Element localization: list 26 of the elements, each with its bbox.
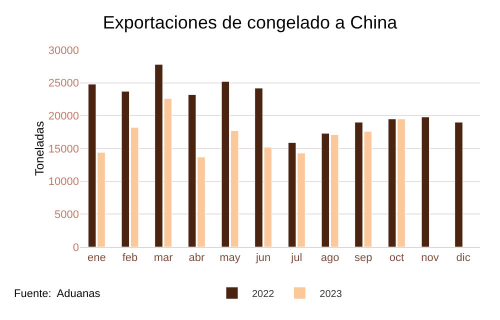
- y-tick-label: 10000: [48, 176, 79, 188]
- legend-label: 2022: [252, 288, 275, 300]
- source-note: Fuente: Aduanas: [14, 288, 101, 300]
- x-tick-label: jul: [290, 252, 302, 264]
- y-tick-label: 25000: [48, 78, 79, 90]
- y-tick-label: 5000: [54, 209, 79, 222]
- x-tick-label: dic: [456, 252, 471, 264]
- x-tick-label: feb: [122, 252, 138, 264]
- x-tick-label: ago: [320, 252, 340, 264]
- y-tick-label: 0: [72, 242, 79, 254]
- x-tick-label: nov: [421, 252, 440, 264]
- y-tick-label: 15000: [48, 143, 79, 156]
- x-tick-label: may: [220, 252, 241, 264]
- bar: [421, 116, 430, 247]
- x-tick-label: ene: [87, 252, 106, 264]
- x-tick-label: jun: [254, 252, 271, 264]
- x-tick-label: mar: [154, 252, 174, 264]
- bar: [454, 122, 463, 247]
- y-axis-title: Toneladas: [32, 121, 46, 176]
- x-tick-label: abr: [188, 252, 205, 264]
- legend-label: 2023: [320, 288, 342, 300]
- y-tick-label: 30000: [48, 44, 79, 57]
- y-tick-label: 20000: [48, 110, 79, 123]
- x-tick-label: sep: [354, 252, 372, 264]
- chart-title: Exportaciones de congelado a China: [102, 12, 398, 33]
- x-tick-label: oct: [389, 252, 404, 264]
